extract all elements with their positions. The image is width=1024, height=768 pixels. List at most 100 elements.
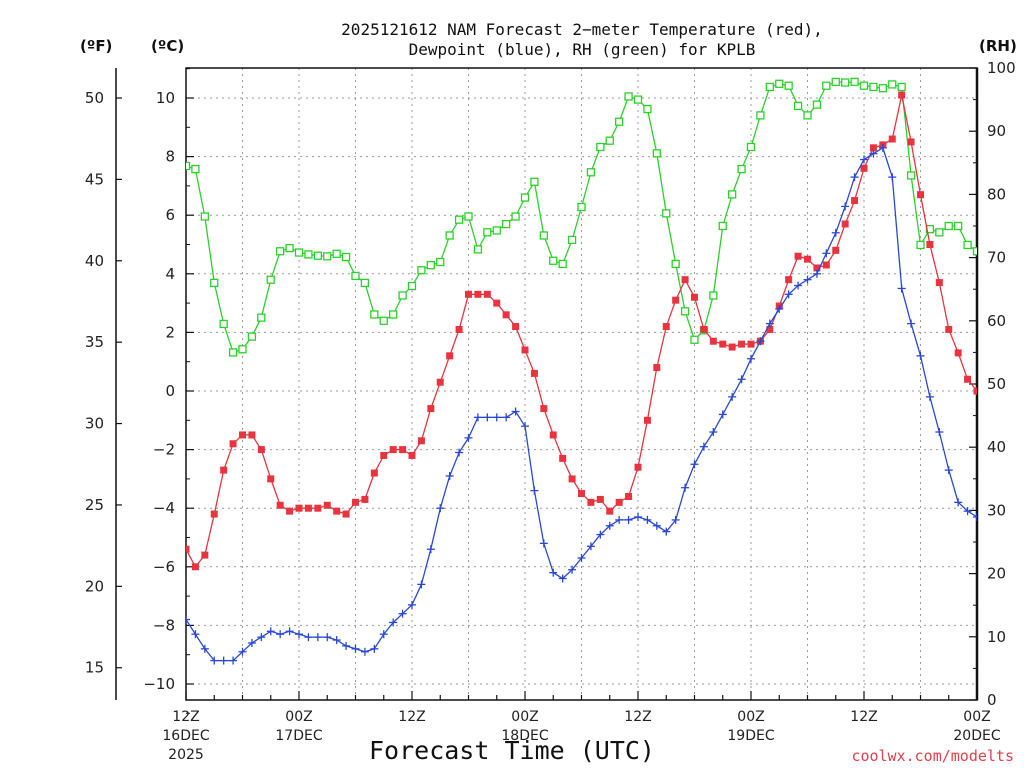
data-point bbox=[229, 440, 237, 448]
data-point bbox=[662, 527, 671, 536]
rh-tick-label: 0 bbox=[987, 691, 997, 709]
data-point bbox=[455, 325, 463, 333]
data-point bbox=[549, 256, 558, 265]
data-point bbox=[568, 475, 576, 483]
data-point bbox=[878, 143, 887, 152]
data-point bbox=[653, 364, 661, 372]
series-2-meter-temperature bbox=[186, 91, 977, 571]
data-point bbox=[266, 627, 275, 636]
data-point bbox=[765, 82, 774, 92]
data-point bbox=[672, 296, 680, 304]
rh-tick-label: 90 bbox=[987, 122, 1006, 140]
data-point bbox=[399, 446, 407, 454]
data-point bbox=[916, 351, 925, 360]
data-point bbox=[473, 413, 482, 422]
celsius-tick-label: −10 bbox=[143, 675, 175, 693]
data-point bbox=[746, 142, 756, 152]
data-point bbox=[596, 142, 605, 152]
data-point bbox=[389, 310, 398, 319]
data-point bbox=[671, 259, 680, 269]
data-point bbox=[219, 656, 228, 665]
data-point bbox=[427, 405, 435, 413]
data-point bbox=[436, 378, 444, 386]
data-point bbox=[860, 164, 868, 172]
data-point bbox=[247, 332, 257, 341]
data-point bbox=[229, 656, 238, 665]
data-point bbox=[407, 281, 417, 291]
data-point bbox=[680, 307, 690, 316]
data-point bbox=[756, 111, 765, 120]
data-point bbox=[587, 498, 595, 506]
data-point bbox=[765, 319, 774, 328]
data-point bbox=[186, 615, 190, 624]
data-point bbox=[530, 486, 539, 495]
data-point bbox=[756, 337, 765, 346]
data-point bbox=[333, 507, 341, 515]
rh-tick-label: 100 bbox=[987, 59, 1016, 77]
data-point bbox=[633, 95, 643, 104]
data-point bbox=[549, 568, 558, 577]
data-point bbox=[860, 155, 868, 164]
data-point bbox=[370, 310, 379, 319]
data-point bbox=[332, 249, 341, 258]
data-point bbox=[925, 392, 934, 401]
data-point bbox=[718, 410, 727, 419]
data-point bbox=[558, 259, 567, 269]
x-tick-label-time: 00Z bbox=[511, 709, 538, 725]
data-point bbox=[464, 433, 473, 442]
rh-tick-label: 60 bbox=[987, 312, 1006, 330]
data-point bbox=[728, 343, 736, 351]
data-point bbox=[907, 138, 915, 146]
celsius-tick-label: −2 bbox=[153, 441, 175, 459]
data-point bbox=[681, 276, 689, 284]
data-point bbox=[341, 252, 351, 262]
data-point bbox=[210, 278, 219, 288]
x-tick-label-time: 00Z bbox=[737, 709, 764, 725]
data-point bbox=[869, 82, 878, 92]
rh-axis-unit: (RH) bbox=[979, 37, 1017, 55]
data-point bbox=[681, 483, 690, 492]
data-point bbox=[643, 104, 652, 114]
data-point bbox=[493, 299, 501, 307]
data-point bbox=[850, 77, 859, 87]
data-point bbox=[294, 248, 304, 257]
data-point bbox=[465, 290, 472, 298]
data-point bbox=[417, 580, 426, 589]
data-point bbox=[747, 354, 755, 363]
data-point bbox=[530, 369, 538, 377]
data-point bbox=[220, 466, 228, 474]
data-point bbox=[361, 495, 369, 503]
x-tick-label-date: 18DEC bbox=[501, 728, 548, 744]
data-point bbox=[888, 135, 896, 143]
data-point bbox=[624, 92, 633, 101]
data-point bbox=[342, 641, 351, 650]
x-tick-label-time: 12Z bbox=[398, 709, 425, 725]
data-point bbox=[286, 507, 294, 515]
rh-tick-label: 30 bbox=[987, 501, 1006, 519]
data-point bbox=[200, 212, 209, 221]
data-point bbox=[191, 630, 200, 639]
data-point bbox=[323, 633, 332, 642]
fahrenheit-tick-label: 20 bbox=[85, 577, 104, 595]
data-point bbox=[728, 190, 737, 199]
data-point bbox=[492, 226, 501, 235]
data-point bbox=[709, 337, 717, 345]
data-point bbox=[869, 149, 878, 158]
celsius-tick-label: 2 bbox=[165, 323, 175, 341]
data-point bbox=[606, 507, 614, 515]
data-point bbox=[822, 261, 830, 269]
data-point bbox=[793, 101, 803, 111]
data-point bbox=[540, 405, 548, 413]
data-point bbox=[313, 633, 322, 642]
data-point bbox=[342, 510, 350, 518]
data-point bbox=[822, 249, 831, 258]
data-point bbox=[935, 279, 943, 287]
data-point bbox=[586, 542, 595, 551]
data-point bbox=[304, 250, 313, 259]
data-point bbox=[822, 81, 831, 90]
data-point bbox=[530, 177, 539, 186]
rh-tick-label: 40 bbox=[987, 438, 1006, 456]
data-point bbox=[794, 252, 802, 260]
data-point bbox=[247, 638, 256, 647]
